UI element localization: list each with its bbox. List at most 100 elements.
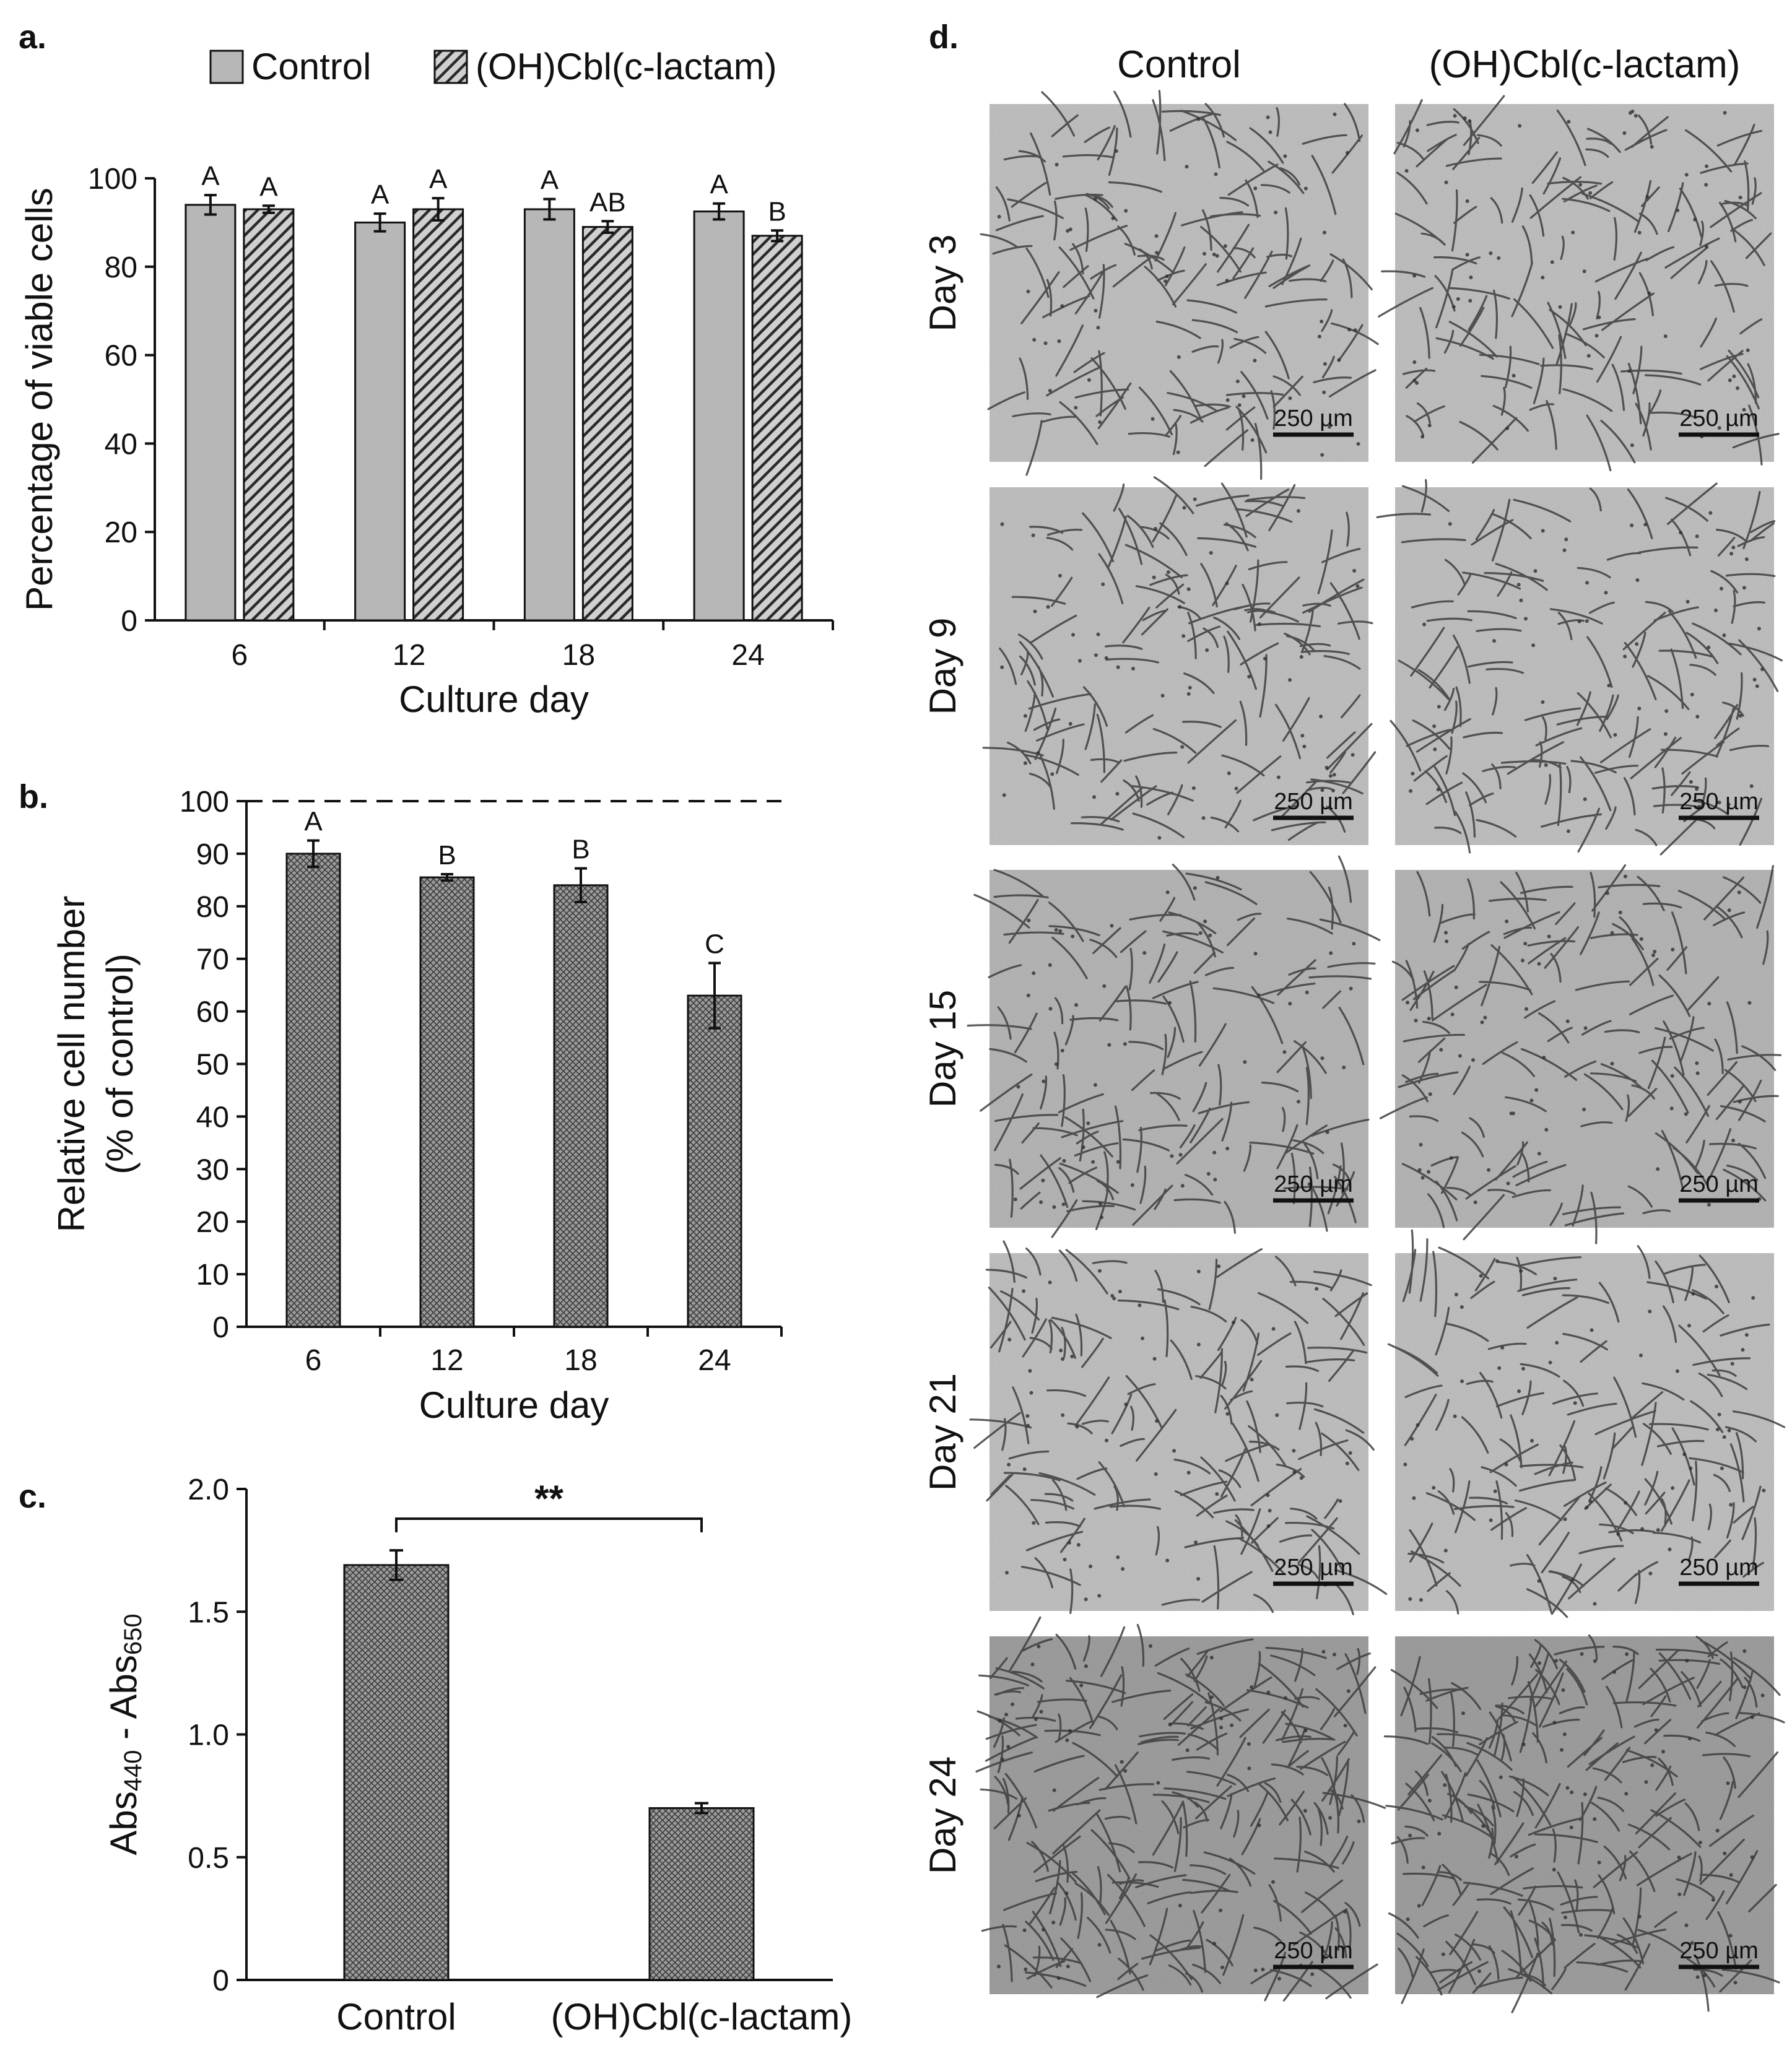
y-tick-label: 30 bbox=[196, 1153, 229, 1186]
y-tick-label: 80 bbox=[105, 251, 137, 284]
scale-bar-label: 250 µm bbox=[1679, 789, 1759, 815]
y-axis-label-part: 650 bbox=[120, 1613, 147, 1655]
y-tick-label: 80 bbox=[196, 891, 229, 924]
bar-treatment bbox=[412, 208, 464, 622]
micrograph-image: 250 µm bbox=[1379, 864, 1782, 1244]
legend-swatch-treatment bbox=[433, 50, 468, 84]
significance-letter: A bbox=[371, 180, 389, 210]
y-axis-label-line1: Relative cell number bbox=[51, 896, 92, 1233]
bar bbox=[343, 1564, 450, 1981]
bar-treatment bbox=[751, 235, 803, 622]
scale-bar-label: 250 µm bbox=[1274, 1555, 1353, 1581]
micrograph-image: 250 µm bbox=[1376, 479, 1783, 856]
y-tick-label: 20 bbox=[105, 516, 137, 549]
micrograph-grain bbox=[990, 104, 1368, 462]
significance-letter: A bbox=[304, 807, 323, 837]
significance-letter: A bbox=[541, 165, 559, 196]
chart-c-absorbance: 0 0.5 1.0 1.5 2.0 Control (OH)Cbl(c-lactam) ** A… bbox=[103, 1474, 852, 2038]
panel-letter-a: a. bbox=[19, 19, 46, 56]
y-axis-label: Abs440 - Abs650 bbox=[103, 1613, 147, 1855]
bar bbox=[285, 853, 341, 1328]
row-header: Day 21 bbox=[922, 1373, 963, 1491]
x-tick-label: 18 bbox=[564, 1344, 597, 1377]
x-tick-label: 6 bbox=[305, 1344, 322, 1377]
micrograph-grid: Control (OH)Cbl(c-lactam) Day 3 250 µm 250 µ… bbox=[922, 43, 1786, 2013]
y-tick-label: 1.5 bbox=[188, 1596, 229, 1629]
x-tick-label: (OH)Cbl(c-lactam) bbox=[551, 1996, 853, 2038]
x-tick-label: 12 bbox=[430, 1344, 463, 1377]
y-axis-label-part: - Abs bbox=[103, 1655, 144, 1750]
significance-letter: C bbox=[705, 929, 724, 959]
row-header: Day 3 bbox=[922, 235, 963, 332]
significance-letter: A bbox=[710, 170, 728, 200]
y-axis-label-line2: (% of control) bbox=[99, 953, 141, 1174]
cell-shapes bbox=[975, 1616, 1386, 2002]
y-tick-label: 0 bbox=[212, 1311, 229, 1344]
x-axis-label: Culture day bbox=[399, 679, 589, 720]
x-tick-label: 6 bbox=[232, 639, 248, 672]
y-tick-label: 2.0 bbox=[188, 1474, 229, 1506]
bar-control bbox=[693, 211, 745, 622]
x-tick-label: Control bbox=[336, 1996, 456, 2038]
scale-bar-label: 250 µm bbox=[1679, 1555, 1759, 1581]
micrograph-image: 250 µm bbox=[1378, 95, 1780, 472]
legend-label-control: Control bbox=[251, 46, 371, 87]
cell-shapes bbox=[1387, 1229, 1786, 1618]
panel-letter-c: c. bbox=[19, 1478, 46, 1515]
bar-treatment bbox=[581, 226, 633, 622]
column-header: (OH)Cbl(c-lactam) bbox=[1429, 43, 1741, 86]
scale-bar-label: 250 µm bbox=[1679, 1938, 1759, 1964]
y-tick-label: 60 bbox=[105, 340, 137, 373]
significance-letter: A bbox=[201, 161, 220, 191]
cell-shapes bbox=[969, 1240, 1388, 1615]
chart-b-relative-cell-number: 0 10 20 30 40 50 60 70 80 90 100 6 A 12 B 18 B 24 C Culture… bbox=[51, 786, 783, 1426]
legend-label-treatment: (OH)Cbl(c-lactam) bbox=[476, 46, 777, 87]
row-header: Day 9 bbox=[922, 618, 963, 715]
x-tick-label: 12 bbox=[393, 639, 425, 672]
micrograph-image: 250 µm bbox=[1387, 1229, 1786, 1618]
cell-shapes bbox=[967, 855, 1381, 1238]
scale-bar-label: 250 µm bbox=[1274, 1171, 1353, 1197]
bar bbox=[687, 994, 742, 1328]
scale-bar-label: 250 µm bbox=[1679, 1171, 1759, 1197]
x-tick-label: 18 bbox=[562, 639, 595, 672]
significance-letter: A bbox=[429, 164, 448, 194]
y-tick-label: 70 bbox=[196, 944, 229, 976]
y-axis-label: Percentage of viable cells bbox=[19, 188, 60, 611]
panel-letter-b: b. bbox=[19, 778, 48, 815]
x-tick-label: 24 bbox=[698, 1344, 731, 1377]
x-tick-label: 24 bbox=[731, 639, 764, 672]
significance-bracket bbox=[395, 1517, 703, 1532]
legend-swatch-control bbox=[209, 50, 244, 84]
y-tick-label: 1.0 bbox=[188, 1719, 229, 1752]
chart-a-viability: Control (OH)Cbl(c-lactam) 0 20 40 60 80 100 6 A A 1… bbox=[19, 46, 834, 720]
bar-control bbox=[523, 208, 575, 622]
y-axis-label-part: Abs bbox=[103, 1791, 144, 1855]
significance-letter: B bbox=[768, 196, 786, 227]
scale-bar-label: 250 µm bbox=[1274, 789, 1353, 815]
cell-shapes bbox=[1379, 864, 1782, 1244]
y-tick-label: 20 bbox=[196, 1206, 229, 1239]
micrograph-grain bbox=[990, 487, 1368, 845]
bar-control bbox=[354, 221, 406, 622]
legend: Control (OH)Cbl(c-lactam) bbox=[209, 46, 777, 87]
y-tick-label: 40 bbox=[196, 1101, 229, 1134]
micrograph-image: 250 µm bbox=[982, 476, 1377, 845]
micrograph-image: 250 µm bbox=[975, 1616, 1386, 2002]
scale-bar-label: 250 µm bbox=[1274, 1938, 1353, 1964]
y-tick-label: 0.5 bbox=[188, 1842, 229, 1875]
cell-shapes bbox=[1383, 1634, 1785, 2013]
cell-shapes bbox=[980, 90, 1379, 480]
y-tick-label: 0 bbox=[121, 605, 137, 638]
y-tick-label: 60 bbox=[196, 996, 229, 1029]
bar bbox=[419, 876, 475, 1328]
scale-bar-label: 250 µm bbox=[1679, 406, 1759, 432]
micrograph-image: 250 µm bbox=[980, 90, 1379, 480]
y-axis-label-part: 440 bbox=[120, 1750, 147, 1792]
y-tick-label: 100 bbox=[180, 786, 229, 818]
significance-letter: B bbox=[438, 840, 456, 870]
bar-treatment bbox=[243, 208, 295, 622]
y-tick-label: 90 bbox=[196, 838, 229, 871]
cell-shapes bbox=[1376, 479, 1783, 856]
micrograph-grain bbox=[990, 1253, 1368, 1611]
